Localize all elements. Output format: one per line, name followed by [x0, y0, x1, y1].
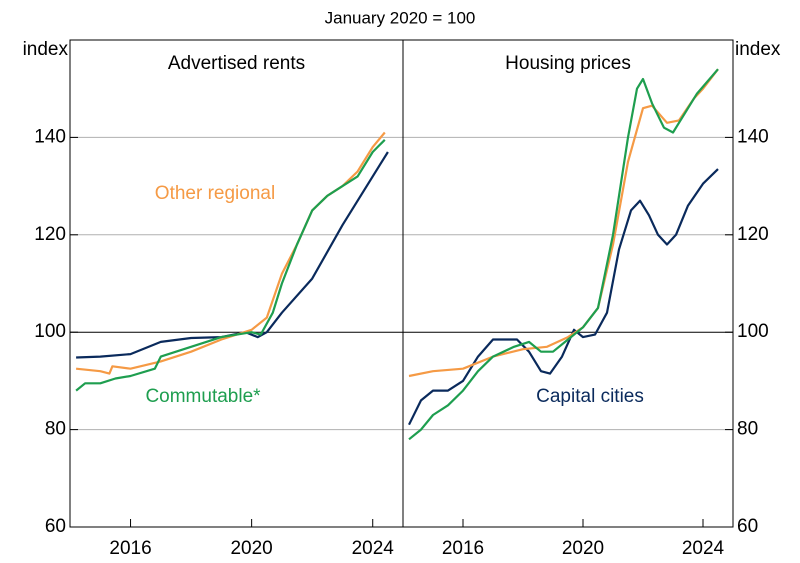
- y-tick-label: 120: [34, 224, 66, 245]
- y-tick-label: 140: [737, 126, 769, 147]
- panel-title: Advertised rents: [168, 53, 305, 74]
- y-tick-label: 60: [737, 516, 758, 537]
- y-tick-label: 60: [45, 516, 66, 537]
- y-tick-label: 100: [737, 321, 769, 342]
- series-line: [75, 131, 386, 375]
- series-line: [76, 151, 389, 359]
- series-line: [408, 68, 719, 378]
- panel-title: Housing prices: [505, 53, 631, 74]
- y-tick-label: 100: [34, 321, 66, 342]
- plot-frame: [69, 39, 734, 528]
- x-tick-label: 2020: [562, 538, 604, 559]
- series-line: [75, 139, 386, 392]
- series-label: Other regional: [155, 183, 275, 204]
- series-line: [408, 68, 719, 441]
- y-axis-label: index: [735, 39, 781, 60]
- x-tick-label: 2020: [230, 538, 272, 559]
- x-tick-label: 2016: [442, 538, 484, 559]
- series-label: Commutable*: [145, 386, 261, 407]
- chart-subtitle: January 2020 = 100: [325, 8, 476, 27]
- y-tick-label: 80: [737, 419, 758, 440]
- x-tick-label: 2024: [352, 538, 395, 559]
- series-label: Capital cities: [536, 386, 644, 407]
- y-tick-label: 120: [737, 224, 769, 245]
- x-tick-label: 2024: [682, 538, 725, 559]
- y-axis-label: index: [23, 39, 69, 60]
- y-tick-label: 140: [34, 126, 66, 147]
- y-tick-label: 80: [45, 419, 66, 440]
- series-line: [408, 168, 719, 426]
- x-tick-label: 2016: [109, 538, 151, 559]
